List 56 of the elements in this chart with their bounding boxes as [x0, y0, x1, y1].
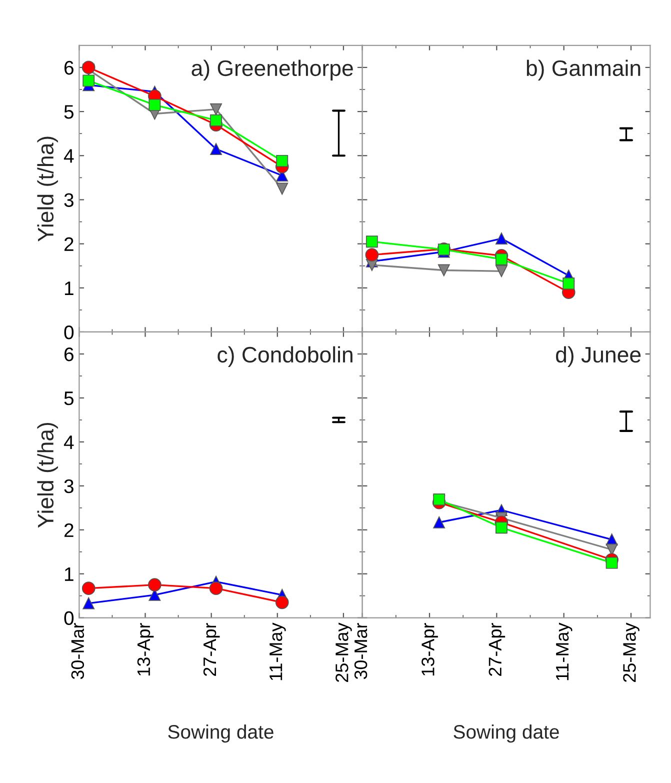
point: [433, 494, 446, 506]
y-tick-label: 3: [64, 193, 74, 207]
point: [82, 582, 96, 595]
x-tick-label: 27-Apr: [203, 622, 220, 676]
point: [210, 114, 222, 126]
x-axis-title: Sowing date: [168, 724, 274, 743]
point: [495, 253, 508, 266]
point: [366, 236, 378, 248]
x-tick-label: 27-Apr: [488, 622, 506, 676]
point: [209, 582, 223, 595]
point: [438, 264, 450, 276]
y-tick-label: 2: [64, 523, 74, 537]
text: b) Ganmain: [526, 60, 640, 80]
text: c) Condobolin: [218, 346, 352, 367]
point: [562, 278, 575, 290]
point: [210, 143, 222, 155]
text: d) Junee: [556, 346, 641, 367]
point: [82, 74, 95, 87]
x-tick-label: 11-May: [556, 622, 572, 680]
y-tick-label: 4: [64, 149, 74, 163]
point: [210, 103, 222, 116]
y-tick-label: 0: [64, 611, 74, 626]
point: [276, 154, 288, 167]
y-tick-label: 3: [64, 479, 74, 494]
x-tick-label: 13-Apr: [422, 622, 438, 676]
point: [495, 522, 508, 534]
x-axis-title: Sowing date: [454, 724, 559, 743]
x-tick-label: 25-May: [336, 622, 352, 682]
point: [495, 265, 508, 278]
text: a) Greenethorpe: [192, 60, 353, 80]
y-tick-label: 2: [64, 237, 74, 251]
y-axis-title: Yield (t/ha): [37, 422, 58, 528]
point: [275, 596, 289, 610]
y-tick-label: 6: [64, 347, 74, 362]
point: [276, 182, 288, 195]
y-tick-label: 0: [64, 325, 74, 340]
y-tick-label: 6: [64, 60, 74, 75]
y-tick-label: 4: [64, 436, 74, 449]
y-tick-label: 1: [64, 567, 74, 581]
point: [148, 98, 161, 111]
point: [433, 516, 446, 528]
y-tick-label: 5: [64, 105, 74, 119]
y-tick-label: 1: [64, 282, 74, 295]
point: [606, 556, 618, 569]
point: [495, 232, 508, 244]
point: [148, 578, 162, 592]
point: [82, 60, 96, 74]
x-tick-label: 11-May: [270, 622, 286, 680]
y-tick-label: 5: [64, 392, 74, 406]
y-axis-title: Yield (t/ha): [37, 136, 58, 242]
point: [82, 597, 95, 610]
point: [365, 248, 379, 262]
x-tick-label: 13-Apr: [137, 622, 154, 676]
x-tick-label: 30-Mar: [354, 622, 368, 680]
x-tick-label: 30-Mar: [71, 622, 84, 680]
x-tick-label: 25-May: [623, 622, 640, 682]
